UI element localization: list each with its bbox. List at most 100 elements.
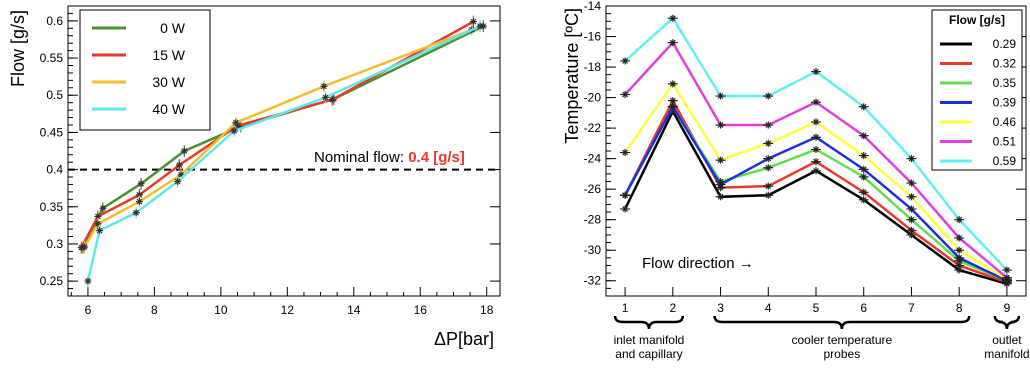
right-legend-items: 0.29 0.32 0.35 0.39 0.46 0.51 0.59 [940,37,1016,168]
left-legend-label: 30 W [152,74,185,90]
right-data-point [907,179,915,187]
left-y-tick-label: 0.45 [40,125,64,139]
left-y-tick-label: 0.3 [46,237,63,251]
right-data-point [764,121,772,129]
right-data-point [907,193,915,201]
left-data-point [135,198,143,206]
right-y-tick-label: -30 [584,243,602,257]
x-group-label: outlet manifold [984,333,1029,361]
x-group-label: inlet manifold and capillary [614,333,685,361]
right-x-tick-label: 9 [1004,301,1011,315]
right-legend-label: 0.59 [993,154,1017,168]
right-data-point [955,216,963,224]
left-x-axis-label: ΔP[bar] [434,329,494,349]
left-x-tick-label: 10 [214,303,228,317]
left-data-point [230,127,238,135]
right-y-tick-label: -18 [584,60,602,74]
right-data-point [764,92,772,100]
right-series-6 [620,14,1012,274]
x-group-label: cooler temperature probes [792,333,893,361]
left-data-point [476,22,484,30]
left-y-tick-label: 0.4 [46,163,63,177]
right-data-point [669,103,677,111]
left-data-point [132,209,140,217]
right-data-point [669,14,677,22]
flow-direction-annotation: Flow direction → [642,255,754,272]
right-y-tick-label: -20 [584,91,602,105]
x-group-label-line: outlet [992,333,1022,347]
right-x-tick-label: 6 [860,301,867,315]
left-series-3 [84,20,484,288]
left-y-tick-label: 0.6 [46,14,63,28]
right-x-tick-label: 4 [765,301,772,315]
right-data-point [764,139,772,147]
x-group-label-line: cooler temperature [792,333,893,347]
right-data-point [812,98,820,106]
right-x-tick-label: 3 [717,301,724,315]
left-data-point [180,147,188,155]
right-x-groups: inlet manifold and capillary cooler temper… [613,315,1030,361]
right-y-tick-label: -14 [584,0,602,13]
left-chart: 6 8 10 12 14 16 18 0.25 0.3 0.35 0.4 0.45 0.5 0.55 0.… [8,5,501,349]
left-y-tick-label: 0.55 [40,51,64,65]
left-data-point [469,18,477,26]
x-group-brace [613,315,685,330]
left-data-point [96,227,104,235]
right-y-axis-label: Temperature [ºC] [562,8,582,144]
right-x-tick-label: 7 [908,301,915,315]
right-data-point [860,132,868,140]
left-legend-label: 40 W [152,101,185,117]
right-x-axis: 1 2 3 4 5 6 7 8 9 [622,287,1011,315]
right-legend-label: 0.35 [993,76,1017,90]
right-data-point [860,165,868,173]
right-data-point [1003,266,1011,274]
left-legend-label: 0 W [160,20,186,36]
left-x-tick-label: 12 [281,303,295,317]
x-group-label-line: and capillary [615,347,682,361]
right-legend-label: 0.32 [993,57,1017,71]
right-data-point [621,149,629,157]
right-data-point [955,234,963,242]
right-data-point [669,97,677,105]
right-y-tick-label: -26 [584,182,602,196]
right-y-tick-label: -22 [584,121,602,135]
right-series-group [620,14,1012,288]
left-data-point [320,82,328,90]
right-data-point [860,173,868,181]
right-legend-label: 0.51 [993,135,1017,149]
x-group-brace [993,315,1021,330]
right-legend-label: 0.46 [993,115,1017,129]
right-data-point [764,164,772,172]
x-group-label-line: manifold [984,347,1029,361]
right-data-point [621,57,629,65]
right-data-point [717,121,725,129]
nominal-flow-label: Nominal flow: [314,149,408,166]
x-group-brace [713,315,971,330]
right-series-5 [620,39,1012,282]
right-y-tick-label: -24 [584,152,602,166]
right-data-point [812,68,820,76]
left-plot-frame [67,5,501,297]
right-data-point [812,145,820,153]
right-series-4 [620,80,1012,283]
left-data-point [99,204,107,212]
right-legend [931,9,1023,171]
right-legend-title: Flow [g/s] [949,13,1005,27]
right-data-point [955,266,963,274]
right-data-point [860,152,868,160]
right-y-axis: -32 -30 -28 -26 -24 -22 -20 -18 -16 -14 [584,0,1026,289]
right-data-point [1003,274,1011,282]
right-data-point [717,156,725,164]
left-x-tick-label: 6 [85,303,92,317]
right-data-point [621,205,629,213]
right-data-point [907,155,915,163]
left-data-point [322,93,330,101]
x-group-label-line: probes [824,347,861,361]
right-legend-label: 0.39 [993,96,1017,110]
right-data-point [717,181,725,189]
right-x-tick-label: 5 [813,301,820,315]
left-legend-items: 0 W 15 W 30 W 40 W [92,20,186,117]
right-x-tick-label: 1 [622,301,629,315]
right-data-point [812,158,820,166]
left-data-point [328,96,336,104]
